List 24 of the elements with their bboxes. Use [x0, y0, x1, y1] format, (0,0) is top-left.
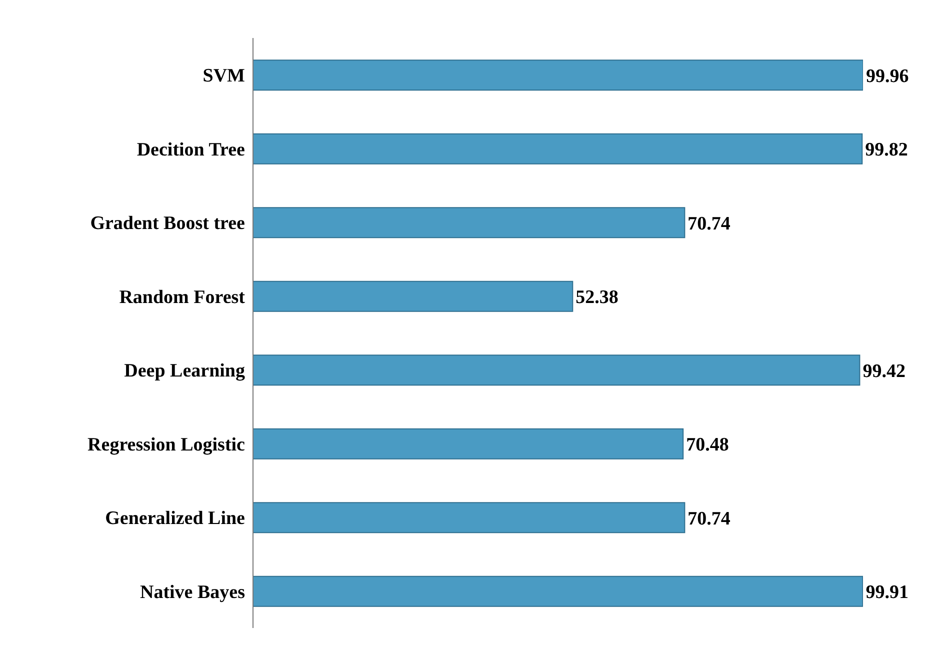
y-tick-label: Deep Learning [124, 360, 246, 382]
data-label: 52.38 [576, 287, 618, 308]
data-label: 99.91 [866, 582, 908, 604]
bar [253, 502, 686, 534]
y-tick-label: Generalized Line [105, 508, 245, 530]
data-label: 99.82 [865, 140, 908, 161]
bar [253, 133, 863, 164]
bar [253, 280, 574, 312]
data-label: 70.48 [686, 434, 729, 456]
y-tick-label: Native Bayes [140, 582, 245, 603]
y-tick-label: Regression Logistic [88, 434, 245, 456]
y-tick-label: SVM [202, 66, 246, 87]
data-label: 99.96 [866, 66, 909, 87]
bar [253, 207, 686, 238]
bar [253, 428, 684, 460]
y-tick-label: Gradent Boost tree [90, 213, 245, 234]
data-label: 70.74 [688, 213, 731, 234]
y-tick-label: Random Forest [119, 286, 246, 308]
data-label: 99.42 [862, 360, 906, 382]
bar [253, 576, 863, 607]
data-label: 70.74 [688, 508, 731, 530]
bar [253, 60, 863, 91]
bar [253, 354, 860, 386]
y-tick-label: Decition Tree [136, 139, 245, 160]
